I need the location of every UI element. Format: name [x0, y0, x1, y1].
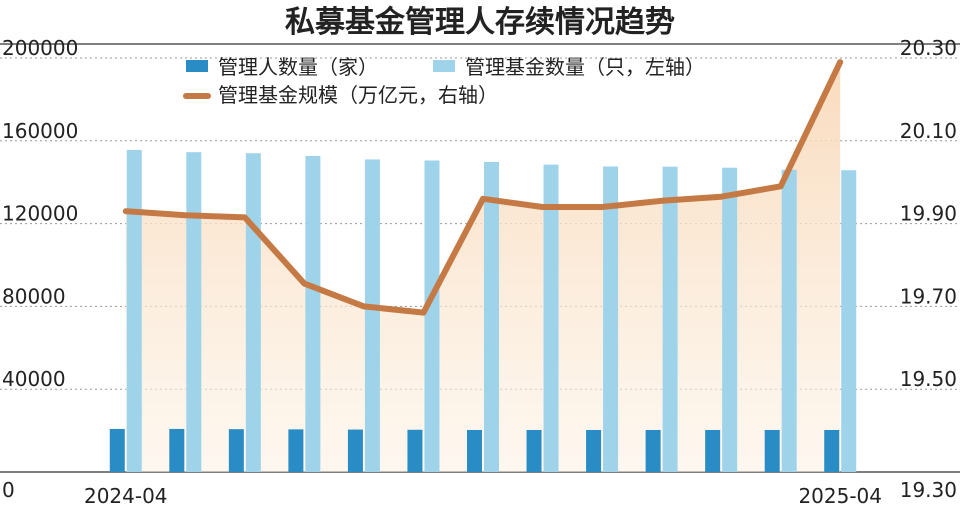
bar-managers — [586, 429, 602, 472]
left-tick-label: 160000 — [2, 119, 78, 143]
bar-funds — [722, 167, 738, 472]
legend-swatch-managers — [186, 60, 208, 72]
legend-label-managers: 管理人数量（家） — [218, 55, 378, 79]
bar-managers — [169, 428, 185, 472]
scale-area-fill — [125, 62, 841, 472]
right-tick-label: 19.90 — [900, 202, 957, 226]
bar-funds — [543, 164, 559, 473]
bar-managers — [645, 429, 661, 472]
bar-managers — [705, 429, 721, 472]
bar-funds — [484, 161, 499, 472]
left-tick-label: 80000 — [2, 284, 66, 308]
left-tick-label: 200000 — [2, 36, 78, 60]
bar-funds — [603, 166, 619, 472]
right-axis-ticks: 19.30 19.50 19.70 19.90 20.10 20.30 — [900, 36, 957, 502]
right-tick-label: 20.30 — [900, 36, 957, 60]
legend-label-scale: 管理基金规模（万亿元，右轴） — [218, 83, 498, 107]
bar-managers — [407, 429, 423, 472]
bar-managers — [526, 429, 542, 472]
bar-funds — [662, 166, 678, 473]
legend-label-funds: 管理基金数量（只，左轴） — [465, 55, 705, 79]
bar-funds — [364, 159, 380, 472]
bar-funds — [126, 149, 142, 472]
x-tick-label: 2025-04 — [798, 484, 882, 506]
right-tick-label: 19.70 — [900, 284, 957, 308]
x-tick-label: 2024-04 — [84, 484, 168, 506]
legend: 管理人数量（家） 管理基金数量（只，左轴） 管理基金规模（万亿元，右轴） — [183, 55, 705, 107]
bar-funds — [305, 155, 321, 472]
chart-title: 私募基金管理人存续情况趋势 — [285, 5, 675, 40]
bar-managers — [347, 429, 363, 472]
bar-managers — [764, 429, 780, 472]
bar-funds — [781, 169, 797, 472]
bar-managers — [824, 429, 840, 472]
bar-funds — [424, 160, 440, 472]
bar-funds — [841, 170, 857, 472]
bar-managers — [467, 429, 482, 472]
bar-managers — [109, 428, 125, 472]
bars — [109, 149, 857, 473]
left-tick-label: 120000 — [2, 202, 78, 226]
right-tick-label: 19.30 — [900, 478, 957, 502]
right-tick-label: 20.10 — [900, 119, 957, 143]
left-tick-label: 40000 — [2, 367, 66, 391]
legend-swatch-funds — [433, 60, 455, 72]
bar-funds — [186, 152, 202, 472]
x-axis-ticks: 2024-04 2025-04 — [84, 484, 882, 506]
bar-funds — [245, 153, 261, 472]
bar-managers — [288, 429, 304, 472]
left-tick-label: 0 — [2, 478, 15, 502]
left-axis-ticks: 0 40000 80000 120000 160000 200000 — [2, 36, 78, 502]
right-tick-label: 19.50 — [900, 367, 957, 391]
scale-line — [122, 59, 844, 316]
bar-managers — [228, 429, 244, 472]
